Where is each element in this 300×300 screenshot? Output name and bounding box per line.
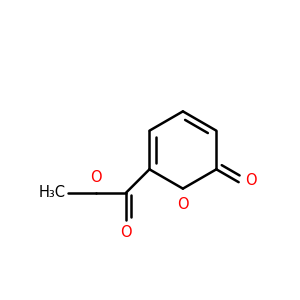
Text: O: O [245,173,256,188]
Text: O: O [177,196,189,211]
Text: O: O [90,170,102,185]
Text: O: O [120,226,132,241]
Text: H₃C: H₃C [38,185,65,200]
